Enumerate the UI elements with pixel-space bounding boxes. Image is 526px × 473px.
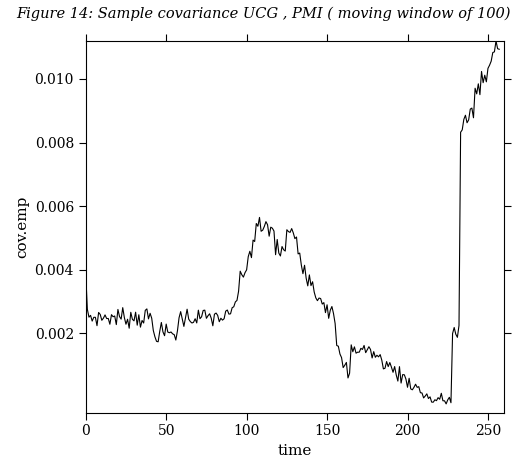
- X-axis label: time: time: [278, 444, 312, 458]
- Y-axis label: cov.emp: cov.emp: [15, 195, 29, 258]
- Text: Figure 14: Sample covariance UCG , PMI ( moving window of 100): Figure 14: Sample covariance UCG , PMI (…: [16, 7, 510, 21]
